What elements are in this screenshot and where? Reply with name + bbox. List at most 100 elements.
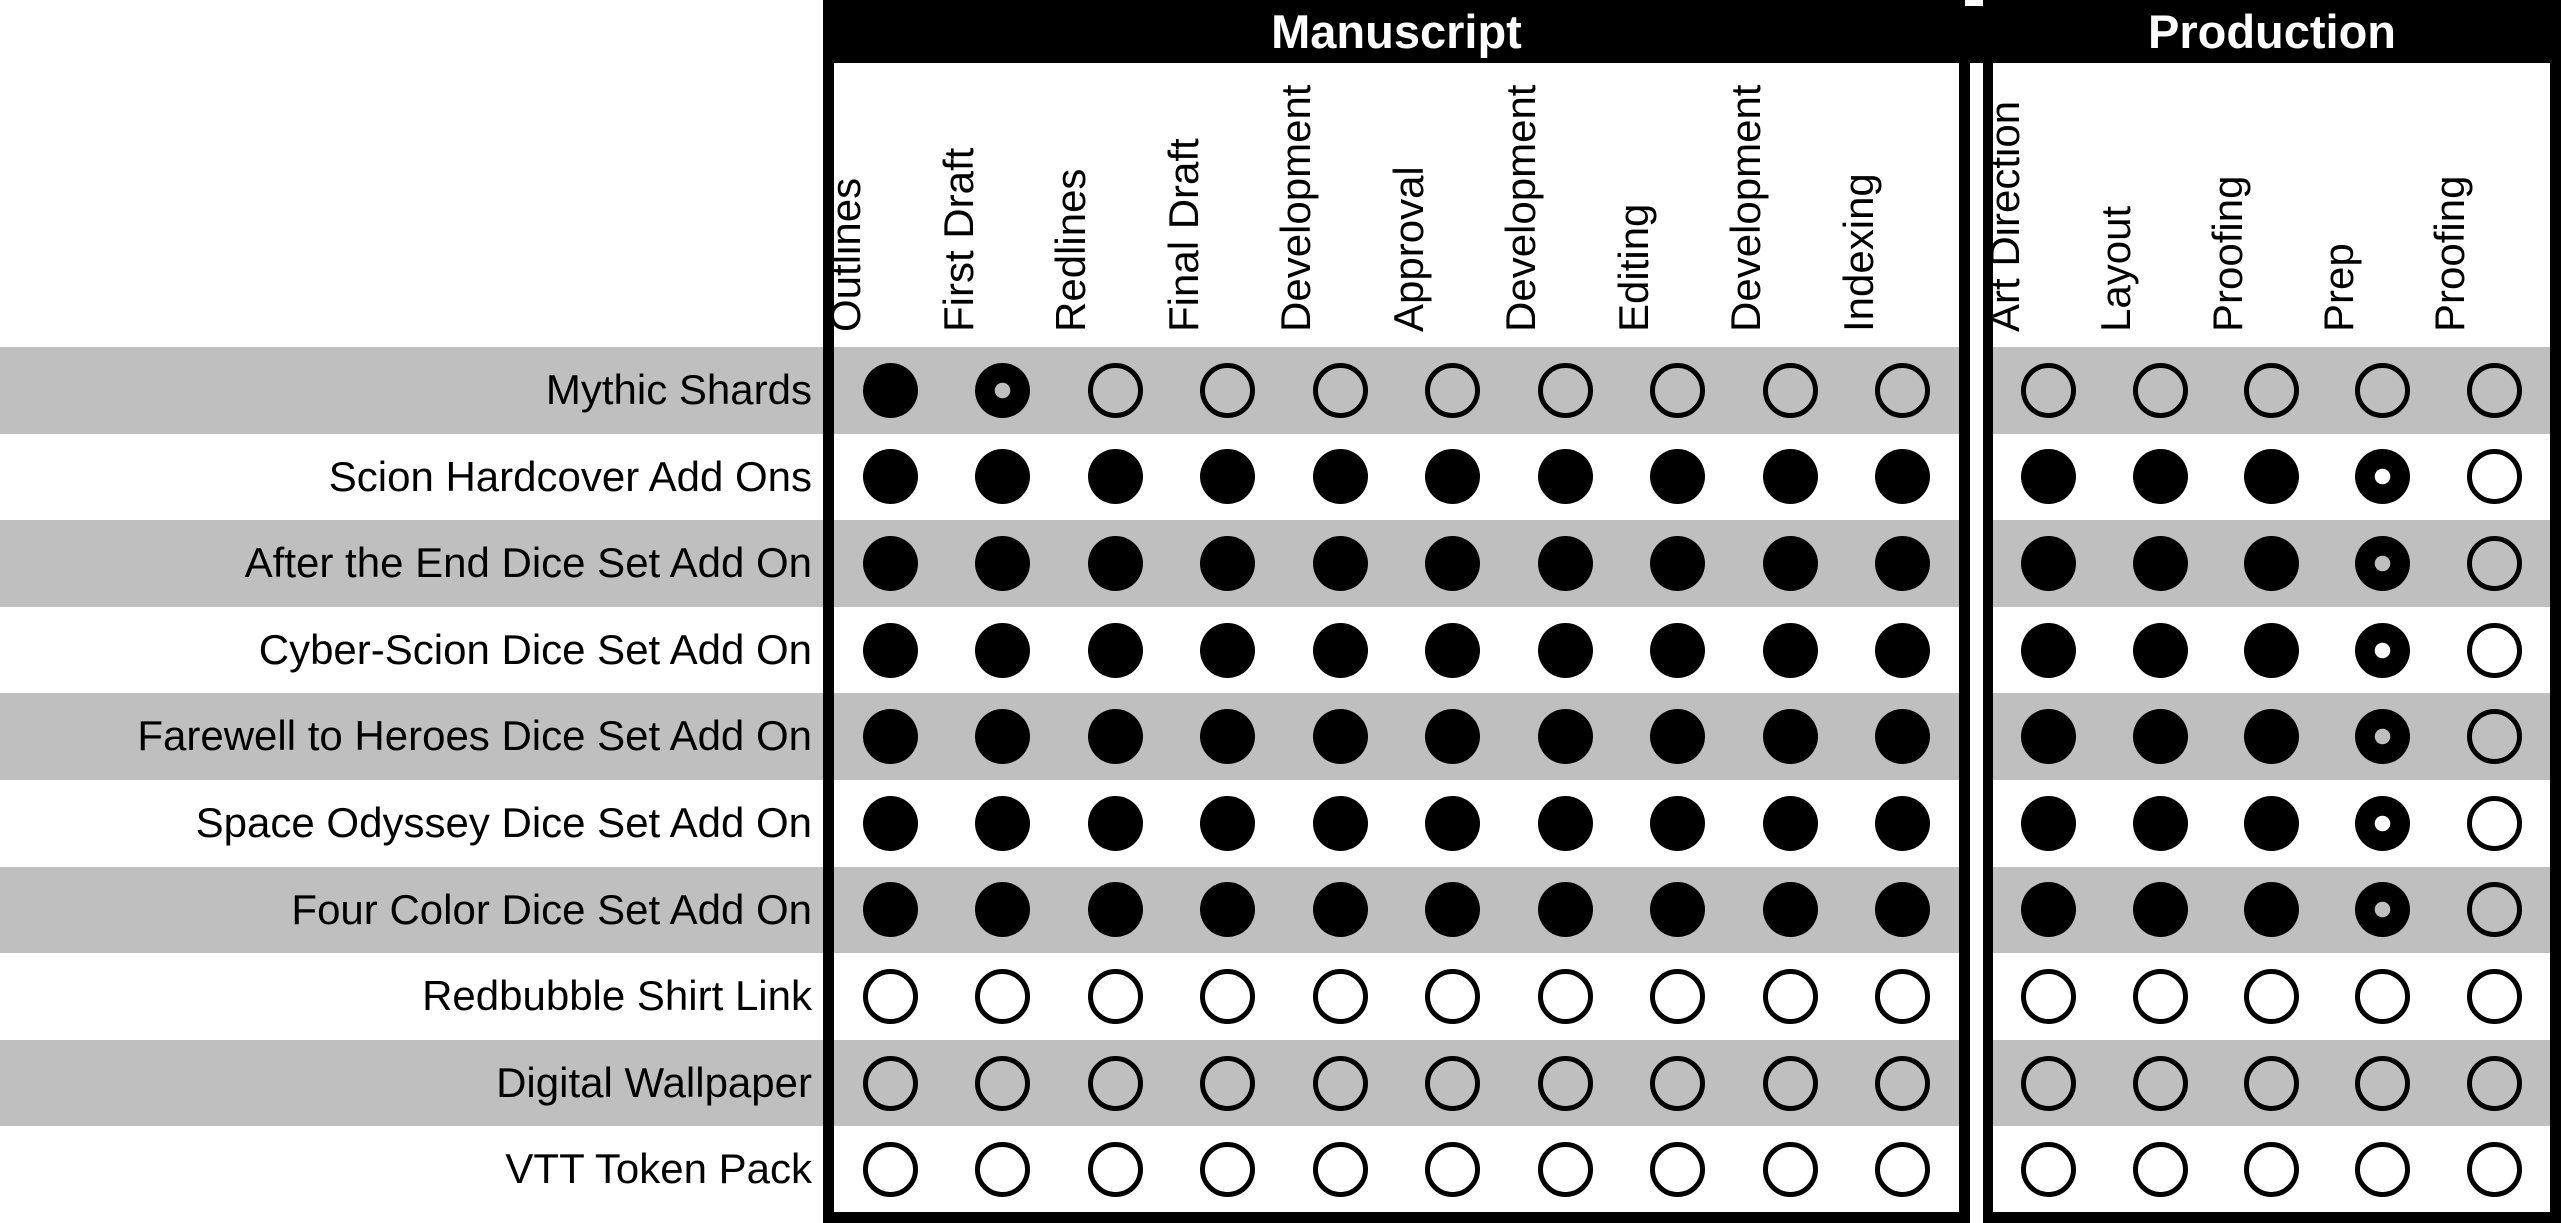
status-circle-not-started [2466, 709, 2522, 765]
status-circle-complete [1312, 449, 1368, 505]
status-circle-complete [1537, 882, 1593, 938]
status-circle-not-started [1875, 1055, 1931, 1111]
status-circle-complete [1425, 622, 1481, 678]
status-circle-complete [1537, 536, 1593, 591]
status-circle-complete [2244, 622, 2299, 678]
status-circle-not-started [2021, 969, 2077, 1024]
status-circle-not-started [1537, 1055, 1593, 1111]
status-circle-complete [1200, 449, 1256, 505]
status-circle-not-started [975, 1055, 1031, 1111]
status-circle-not-started [2132, 362, 2188, 418]
status-circle-not-started [1200, 1142, 1256, 1198]
status-circle-not-started [1537, 362, 1593, 418]
status-circle-complete [975, 622, 1031, 678]
status-circle-complete [1087, 622, 1143, 678]
status-circle-complete [2132, 709, 2188, 765]
status-circle-not-started [862, 1142, 918, 1198]
column-label: Development [1272, 84, 1320, 332]
production-group-header: Production [2147, 5, 2397, 58]
status-circle-not-started [862, 1055, 918, 1111]
status-circle-complete [2021, 795, 2077, 851]
status-circle-not-started [2021, 1055, 2077, 1111]
status-circle-complete [1650, 709, 1706, 765]
status-circle-not-started [1650, 1142, 1706, 1198]
status-circle-not-started [2466, 449, 2522, 505]
status-circle-in-progress [975, 362, 1031, 418]
status-circle-not-started [2355, 1055, 2411, 1111]
status-circle-complete [2132, 622, 2188, 678]
status-circle-complete [1425, 449, 1481, 505]
column-label: Layout [2092, 205, 2140, 332]
status-circle-complete [1875, 795, 1931, 851]
manuscript-group-header: Manuscript [1271, 5, 1522, 58]
status-circle-not-started [1087, 1055, 1143, 1111]
column-label: Approval [1384, 166, 1432, 332]
status-circle-not-started [2132, 969, 2188, 1024]
status-circle-complete [2021, 622, 2077, 678]
row-label: Four Color Dice Set Add On [291, 885, 812, 933]
status-circle-complete [1537, 449, 1593, 505]
status-circle-complete [2244, 882, 2299, 938]
status-circle-not-started [1200, 969, 1256, 1024]
row-label: Redbubble Shirt Link [422, 972, 812, 1020]
status-circle-not-started [1425, 362, 1481, 418]
status-circle-not-started [1650, 969, 1706, 1024]
row-label: VTT Token Pack [505, 1145, 812, 1193]
status-circle-in-progress [2355, 449, 2411, 505]
status-circle-complete [1650, 536, 1706, 591]
status-circle-complete [1762, 622, 1818, 678]
status-circle-not-started [1762, 1055, 1818, 1111]
column-label: Prep [2314, 243, 2362, 332]
status-circle-complete [1087, 709, 1143, 765]
status-circle-complete [1312, 536, 1368, 591]
column-label: Art Direction [1980, 100, 2028, 332]
status-circle-complete [2244, 449, 2299, 505]
status-circle-complete [975, 536, 1031, 591]
status-circle-complete [975, 795, 1031, 851]
status-circle-complete [862, 622, 918, 678]
status-circle-not-started [2355, 969, 2411, 1024]
row-label: After the End Dice Set Add On [244, 539, 812, 587]
column-label: Final Draft [1159, 138, 1207, 332]
status-circle-complete [1650, 795, 1706, 851]
status-circle-not-started [2466, 1055, 2522, 1111]
table-gap [1970, 63, 1983, 1212]
status-circle-complete [1425, 882, 1481, 938]
column-label: Proofing [2203, 175, 2251, 332]
status-circle-not-started [1425, 1055, 1481, 1111]
status-circle-complete [1425, 536, 1481, 591]
status-circle-not-started [2132, 1055, 2188, 1111]
row-label: Scion Hardcover Add Ons [328, 452, 812, 500]
status-circle-complete [862, 795, 918, 851]
status-circle-not-started [1312, 969, 1368, 1024]
production-table-border-bottom [1983, 1212, 2561, 1223]
status-circle-not-started [2021, 362, 2077, 418]
status-circle-not-started [1200, 362, 1256, 418]
status-circle-not-started [1762, 1142, 1818, 1198]
status-circle-in-progress [2355, 622, 2411, 678]
row-label: Space Odyssey Dice Set Add On [195, 799, 812, 846]
status-circle-not-started [2244, 1055, 2299, 1111]
row-label: Cyber-Scion Dice Set Add On [258, 625, 812, 673]
status-circle-not-started [1762, 969, 1818, 1024]
status-circle-complete [2132, 882, 2188, 938]
status-circle-complete [2244, 536, 2299, 591]
column-label: Outlines [822, 177, 870, 332]
status-circle-in-progress [2355, 795, 2411, 851]
status-circle-complete [862, 362, 918, 418]
status-circle-not-started [2132, 1142, 2188, 1198]
row-label: Farewell to Heroes Dice Set Add On [137, 712, 812, 760]
status-circle-complete [862, 536, 918, 591]
status-circle-not-started [2466, 1142, 2522, 1198]
status-circle-complete [2021, 449, 2077, 505]
status-circle-complete [1200, 882, 1256, 938]
column-label: Proofing [2426, 175, 2474, 332]
header-gap-notch [1965, 0, 1983, 6]
status-circle-complete [2021, 709, 2077, 765]
status-circle-complete [1312, 709, 1368, 765]
status-circle-complete [975, 709, 1031, 765]
manuscript-table-border-right [1959, 63, 1970, 1223]
status-circle-complete [1762, 536, 1818, 591]
status-circle-complete [1762, 795, 1818, 851]
